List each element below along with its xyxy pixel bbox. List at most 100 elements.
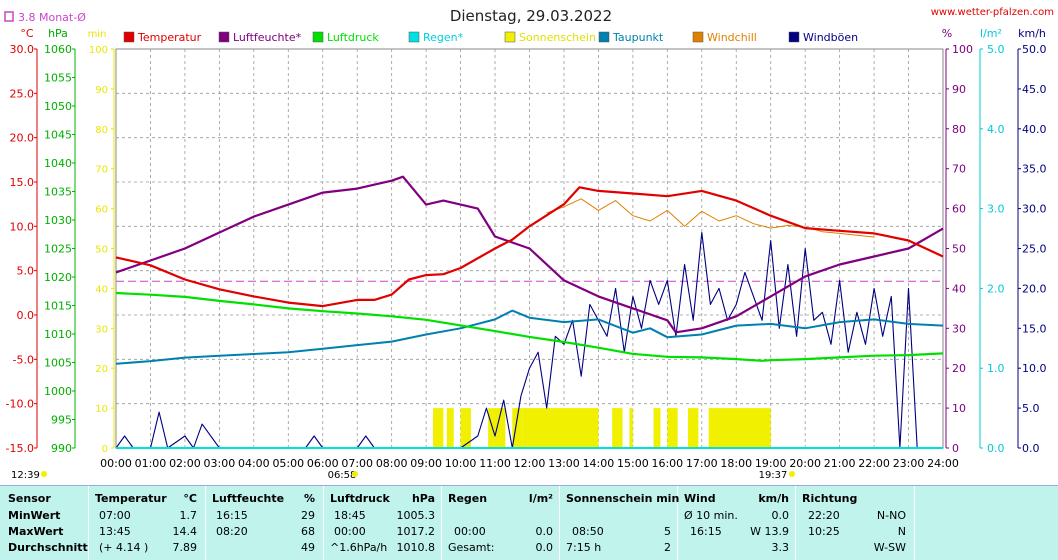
temperature-tick-label: 25.0	[10, 87, 35, 100]
temperature-tick-label: -5.0	[13, 353, 34, 366]
stats-hum-max-time: 08:20	[216, 525, 248, 538]
stats-rain-total-label: Gesamt:	[448, 541, 495, 554]
x-tick-label: 08:00	[376, 457, 408, 470]
stats-rain-header: Regen	[448, 492, 488, 505]
legend-label: Sonnenschein	[519, 31, 596, 44]
series-line-temperatur	[115, 186, 944, 308]
rain-tick-label: 4.0	[987, 123, 1005, 136]
legend-swatch	[692, 31, 704, 43]
humidity-unit-label: %	[942, 27, 952, 40]
stats-press-max-value: 1017.2	[396, 525, 436, 538]
stats-wind-unit: km/h	[758, 492, 789, 505]
pressure-tick-label: 995	[51, 414, 72, 427]
legend-label: Windböen	[803, 31, 858, 44]
humidity-tick-label: 100	[952, 43, 973, 56]
legend-label: Regen*	[423, 31, 464, 44]
temperature-tick-label: 15.0	[10, 176, 35, 189]
stats-dir-min-value: N-NO	[876, 509, 906, 522]
x-tick-label: 16:00	[651, 457, 683, 470]
x-tick-label: 14:00	[583, 457, 615, 470]
wind-unit-label: km/h	[1018, 27, 1046, 40]
x-tick-label: 12:00	[514, 457, 546, 470]
x-tick-label: 19:00	[755, 457, 787, 470]
sunset-icon	[789, 471, 795, 477]
stats-sun-max-value: 5	[664, 525, 671, 538]
x-tick-label: 21:00	[824, 457, 856, 470]
stats-temp-min-value: 1.7	[179, 509, 198, 522]
chart-title: Dienstag, 29.03.2022	[450, 7, 612, 25]
legend-label: Taupunkt	[612, 31, 664, 44]
wind-tick-label: 40.0	[1022, 123, 1047, 136]
minutes-tick-label: 50	[95, 245, 108, 256]
stats-sun-header: Sonnenschein min	[566, 492, 680, 505]
wind-tick-label: 15.0	[1022, 322, 1047, 335]
pressure-unit-label: hPa	[48, 27, 68, 40]
minutes-tick-label: 30	[95, 324, 108, 335]
stats-wind-avg-value: 3.3	[771, 541, 790, 554]
stats-row-max-label: MaxWert	[8, 525, 64, 538]
sunshine-bar	[708, 408, 771, 448]
temperature-tick-label: -15.0	[6, 442, 34, 455]
stats-press-unit: hPa	[411, 492, 435, 505]
x-tick-label: 06:00	[307, 457, 339, 470]
x-tick-label: 01:00	[135, 457, 167, 470]
temperature-tick-label: 20.0	[10, 132, 35, 145]
pressure-tick-label: 1030	[44, 214, 72, 227]
stats-col-pressure: Luftdruck hPa 18:45 1005.3 00:00 1017.2 ^1.…	[324, 486, 442, 560]
stats-dir-max-value: N	[897, 525, 906, 538]
pressure-tick-label: 1020	[44, 271, 72, 284]
minutes-unit-label: min	[88, 29, 107, 40]
x-tick-label: 03:00	[204, 457, 236, 470]
stats-wind-header: Wind	[684, 492, 716, 505]
pressure-tick-label: 1025	[44, 243, 72, 256]
stats-press-min-value: 1005.3	[396, 509, 436, 522]
sunrise-icon	[352, 471, 358, 477]
stats-dir-header: Richtung	[802, 492, 858, 505]
pressure-tick-label: 1000	[44, 385, 72, 398]
stats-hum-avg-value: 49	[301, 541, 315, 554]
stats-rain-max-time: 00:00	[454, 525, 486, 538]
pressure-tick-label: 1045	[44, 129, 72, 142]
temperature-tick-label: 30.0	[10, 43, 35, 56]
humidity-tick-label: 50	[952, 243, 966, 256]
pressure-tick-label: 1035	[44, 186, 72, 199]
minutes-tick-label: 40	[95, 284, 108, 295]
sunshine-bar	[433, 408, 444, 448]
legend-swatch	[123, 31, 135, 43]
sunshine-bar	[667, 408, 678, 448]
daylight-sun-icon	[41, 471, 47, 477]
monthly-avg-icon	[4, 11, 14, 22]
stats-sun-avg-value: 2	[664, 541, 671, 554]
legend-swatch	[598, 31, 610, 43]
series-line-luftdruck	[115, 291, 944, 362]
wind-tick-label: 25.0	[1022, 243, 1047, 256]
stats-temp-max-time: 13:45	[99, 525, 131, 538]
wind-tick-label: 20.0	[1022, 282, 1047, 295]
stats-hum-min-time: 16:15	[216, 509, 248, 522]
wind-tick-label: 50.0	[1022, 43, 1047, 56]
site-link[interactable]: www.wetter-pfalzen.com	[931, 7, 1054, 18]
stats-dir-max-time: 10:25	[808, 525, 840, 538]
rain-unit-label: l/m²	[980, 27, 1002, 40]
temperature-tick-label: -10.0	[6, 398, 34, 411]
sunset-time: 19:37	[759, 470, 788, 481]
pressure-tick-label: 1015	[44, 300, 72, 313]
stats-rain-total-value: 0.0	[535, 541, 554, 554]
pressure-tick-label: 1010	[44, 328, 72, 341]
pressure-tick-label: 990	[51, 442, 72, 455]
humidity-tick-label: 70	[952, 163, 966, 176]
stats-dir-min-time: 22:20	[808, 509, 840, 522]
pressure-tick-label: 1040	[44, 157, 72, 170]
humidity-tick-label: 90	[952, 83, 966, 96]
x-tick-label: 15:00	[617, 457, 649, 470]
legend-label: Temperatur	[137, 31, 202, 44]
minutes-tick-label: 20	[95, 364, 108, 375]
x-tick-label: 11:00	[479, 457, 511, 470]
stats-press-avg-value: 1010.8	[396, 541, 436, 554]
stats-col-sensor: Sensor MinWert MaxWert Durchschnitt	[0, 486, 89, 560]
pressure-tick-label: 1050	[44, 100, 72, 113]
stats-hum-header: Luftfeuchte	[212, 492, 285, 505]
rain-tick-label: 0.0	[987, 442, 1005, 455]
stats-temp-max-value: 14.4	[172, 525, 198, 538]
stats-temp-header: Temperatur	[95, 492, 167, 505]
